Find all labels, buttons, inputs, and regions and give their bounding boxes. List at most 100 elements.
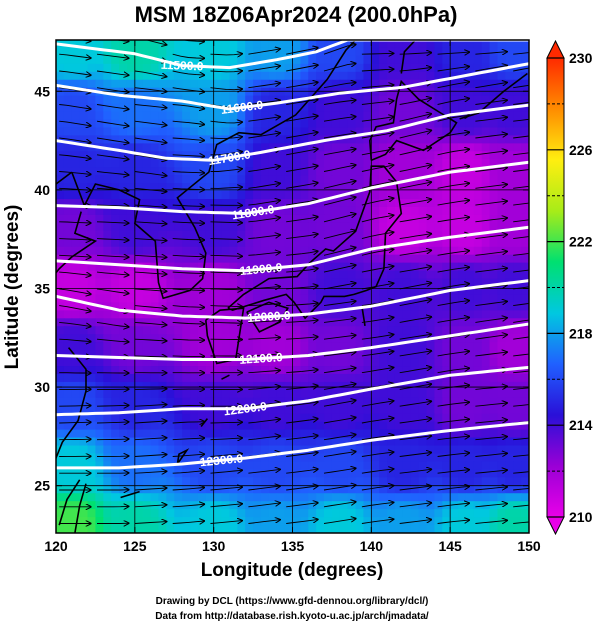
- field-cell: [245, 294, 254, 303]
- field-cell: [95, 159, 104, 168]
- field-cell: [63, 175, 73, 184]
- field-cell: [126, 222, 136, 232]
- field-cell: [229, 79, 238, 89]
- field-cell: [79, 127, 89, 137]
- field-cell: [174, 326, 183, 335]
- field-cell: [63, 254, 73, 264]
- wind-streamline: [248, 235, 280, 240]
- field-cell: [308, 437, 317, 447]
- field-cell: [119, 429, 128, 439]
- field-cell: [402, 334, 412, 343]
- field-cell: [347, 199, 357, 208]
- field-cell: [363, 445, 372, 455]
- field-cell: [410, 469, 420, 478]
- field-cell: [205, 302, 215, 311]
- field-cell: [182, 254, 191, 264]
- field-cell: [119, 389, 128, 399]
- field-cell: [355, 262, 365, 272]
- field-cell: [103, 206, 112, 216]
- field-cell: [292, 509, 301, 518]
- field-cell: [324, 151, 333, 160]
- field-cell: [513, 493, 522, 502]
- field-cell: [119, 477, 128, 486]
- field-cell: [134, 135, 144, 144]
- field-cell: [521, 119, 529, 129]
- field-cell: [489, 294, 499, 303]
- field-cell: [63, 79, 73, 89]
- wind-streamline: [172, 205, 205, 206]
- field-cell: [442, 262, 451, 272]
- field-cell: [119, 509, 128, 518]
- field-cell: [119, 461, 128, 470]
- field-cell: [103, 469, 112, 478]
- field-cell: [450, 127, 459, 137]
- field-cell: [434, 350, 443, 359]
- field-cell: [513, 342, 522, 351]
- field-cell: [276, 127, 286, 137]
- wind-streamline: [361, 486, 394, 491]
- wind-streamline: [172, 289, 205, 291]
- wind-streamline: [172, 422, 205, 423]
- wind-streamline: [172, 272, 205, 273]
- field-cell: [324, 310, 333, 319]
- field-cell: [339, 286, 349, 296]
- field-cell: [253, 159, 262, 168]
- field-cell: [442, 525, 451, 533]
- field-cell: [182, 437, 191, 447]
- field-cell: [158, 127, 167, 137]
- wind-streamline: [361, 249, 394, 256]
- field-cell: [63, 318, 73, 327]
- field-cell: [119, 334, 128, 343]
- field-cell: [213, 413, 223, 423]
- field-cell: [450, 278, 459, 288]
- wind-streamline: [210, 422, 243, 423]
- field-cell: [450, 175, 459, 184]
- field-cell: [237, 238, 246, 248]
- field-cell: [410, 525, 420, 533]
- field-cell: [324, 461, 333, 470]
- field-cell: [276, 175, 286, 184]
- field-cell: [134, 119, 144, 129]
- field-cell: [473, 47, 483, 57]
- field-cell: [402, 191, 412, 200]
- field-cell: [174, 302, 183, 311]
- field-cell: [331, 294, 341, 303]
- field-cell: [190, 493, 199, 502]
- field-cell: [260, 270, 270, 280]
- credit-data: Data from http://database.rish.kyoto-u.a…: [155, 611, 429, 622]
- field-cell: [292, 381, 301, 391]
- field-cell: [197, 278, 207, 288]
- field-cell: [126, 230, 136, 240]
- field-cell: [253, 421, 262, 431]
- field-cell: [458, 389, 467, 399]
- field-cell: [174, 501, 183, 510]
- field-cell: [505, 302, 514, 311]
- field-cell: [513, 143, 522, 152]
- field-cell: [79, 79, 89, 89]
- field-cell: [158, 47, 167, 57]
- field-cell: [324, 199, 333, 208]
- field-cell: [331, 405, 341, 415]
- field-cell: [308, 55, 317, 65]
- wind-streamline: [210, 54, 243, 55]
- field-cell: [339, 302, 349, 311]
- field-cell: [119, 230, 128, 240]
- field-cell: [355, 366, 365, 375]
- field-cell: [324, 342, 333, 351]
- field-cell: [95, 342, 104, 351]
- field-cell: [442, 79, 451, 89]
- field-cell: [126, 175, 136, 184]
- field-cell: [126, 517, 136, 526]
- field-cell: [300, 238, 309, 248]
- field-cell: [347, 111, 357, 121]
- field-cell: [371, 509, 380, 518]
- field-cell: [300, 47, 309, 57]
- field-cell: [276, 405, 286, 415]
- field-cell: [355, 191, 365, 200]
- field-cell: [394, 55, 404, 65]
- field-cell: [410, 413, 420, 423]
- field-cell: [465, 238, 475, 248]
- field-cell: [379, 63, 388, 73]
- field-cell: [150, 389, 160, 399]
- field-cell: [213, 199, 223, 208]
